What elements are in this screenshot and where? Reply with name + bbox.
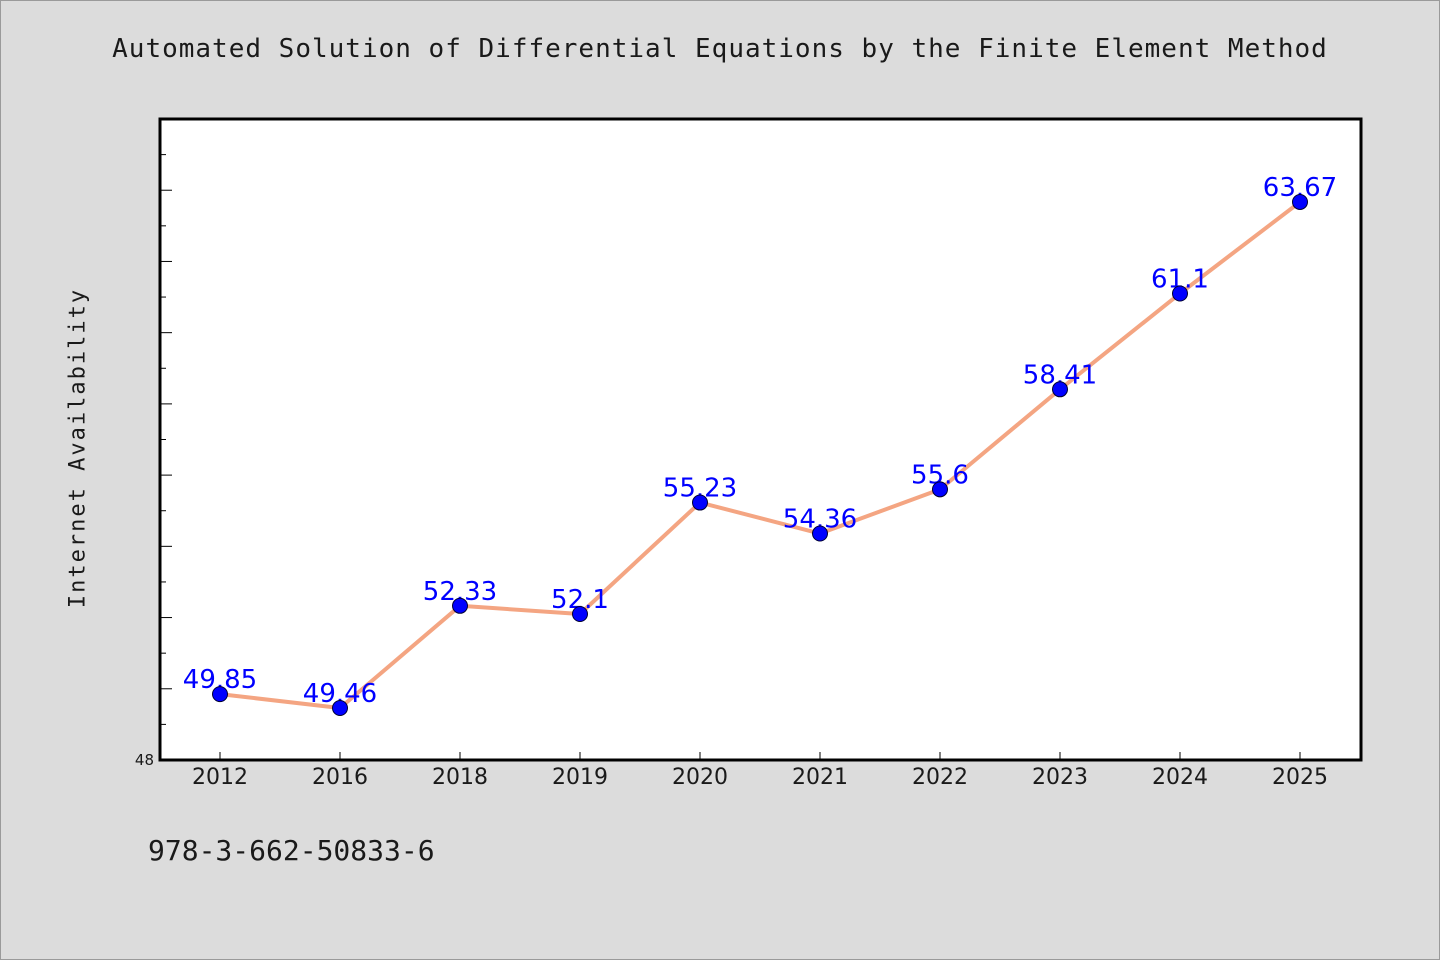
- series-line: [219, 200, 1302, 711]
- data-point-marker: [932, 481, 948, 498]
- data-point-marker: [572, 605, 588, 622]
- x-tick-label: 2012: [192, 765, 248, 790]
- data-point-marker: [812, 525, 828, 542]
- data-point-marker: [452, 597, 468, 614]
- data-point-marker: [1292, 193, 1308, 210]
- data-point-marker: [212, 686, 228, 703]
- isbn-footer-text: 978-3-662-50833-6: [148, 834, 435, 867]
- x-axis-ticks: 2012 2016 2018 2019 2020 2021 2022 2023 2024 2025: [192, 752, 1328, 790]
- x-tick-label: 2023: [1032, 765, 1088, 790]
- x-tick-label: 2024: [1152, 765, 1208, 790]
- x-tick-label: 2022: [912, 765, 968, 790]
- data-point-marker: [1052, 381, 1068, 398]
- x-tick-label: 2016: [312, 765, 368, 790]
- x-tick-label: 2020: [672, 765, 728, 790]
- plot-area: [158, 117, 1363, 762]
- x-tick-label: 2018: [432, 765, 488, 790]
- data-point-marker: [1172, 285, 1188, 302]
- data-point-marker: [692, 494, 708, 511]
- chart-title: Automated Solution of Differential Equat…: [112, 34, 1328, 64]
- y-axis-ticks: 48: [135, 154, 172, 769]
- x-tick-label: 2025: [1272, 765, 1328, 790]
- y-tick-label: 48: [135, 751, 154, 769]
- x-tick-label: 2021: [792, 765, 848, 790]
- data-point-marker: [332, 700, 348, 717]
- x-tick-label: 2019: [552, 765, 608, 790]
